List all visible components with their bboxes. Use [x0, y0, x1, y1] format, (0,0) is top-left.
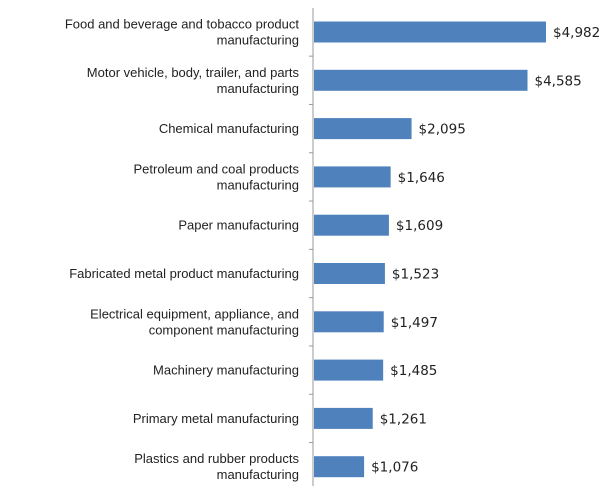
bar [314, 214, 389, 236]
bar [314, 166, 391, 188]
bar-value-label: $4,982 [553, 25, 600, 41]
category-label-line: Machinery manufacturing [153, 363, 299, 378]
bars-layer [314, 21, 546, 478]
category-label-line: Electrical equipment, appliance, and [90, 306, 299, 321]
bar [314, 456, 365, 478]
bar-value-label: $1,646 [398, 170, 445, 186]
category-label-line: component manufacturing [149, 322, 299, 337]
category-label-line: Food and beverage and tobacco product [65, 17, 300, 32]
category-label: Food and beverage and tobacco product man… [65, 17, 300, 48]
axis-layer [309, 8, 314, 486]
category-labels: Food and beverage and tobacco product man… [65, 17, 300, 483]
category-label-line: Paper manufacturing [178, 218, 299, 233]
category-label-line: Primary metal manufacturing [133, 411, 299, 426]
bar-value-label: $4,585 [535, 73, 582, 89]
bar [314, 311, 384, 333]
category-label: Machinery manufacturing [153, 363, 299, 378]
category-label-line: manufacturing [217, 81, 299, 96]
bar [314, 21, 546, 43]
bar-value-label: $2,095 [419, 122, 466, 138]
category-label-line: manufacturing [217, 177, 299, 192]
value-labels: $4,982 $4,585 $2,095 $1,646 $1,609 $1,523 $1,4… [371, 25, 600, 476]
category-label-line: manufacturing [217, 33, 299, 48]
category-label: Petroleum and coal products manufacturing [134, 161, 300, 192]
bar-value-label: $1,523 [392, 267, 439, 283]
bar [314, 263, 385, 284]
bar-value-label: $1,485 [390, 363, 437, 379]
category-label: Paper manufacturing [178, 218, 299, 233]
category-label: Plastics and rubber products manufacturin… [134, 451, 299, 482]
category-label: Motor vehicle, body, trailer, and parts m… [87, 65, 300, 96]
category-label-line: Plastics and rubber products [134, 451, 299, 466]
bar-value-label: $1,261 [380, 411, 427, 427]
bar [314, 69, 528, 91]
bar-value-label: $1,497 [391, 315, 438, 331]
category-label-line: Fabricated metal product manufacturing [69, 266, 299, 281]
category-label: Primary metal manufacturing [133, 411, 299, 426]
category-label-line: manufacturing [217, 467, 299, 482]
category-label: Electrical equipment, appliance, and comp… [90, 306, 299, 337]
bar-value-label: $1,609 [396, 218, 443, 234]
category-label: Fabricated metal product manufacturing [69, 266, 299, 281]
category-label-line: Motor vehicle, body, trailer, and parts [87, 65, 300, 80]
category-label-line: Chemical manufacturing [159, 121, 299, 136]
category-label: Chemical manufacturing [159, 121, 299, 136]
bar-value-label: $1,076 [371, 460, 418, 476]
bar [314, 407, 373, 429]
bar [314, 359, 384, 381]
category-label-line: Petroleum and coal products [134, 161, 300, 176]
bar [314, 118, 412, 140]
